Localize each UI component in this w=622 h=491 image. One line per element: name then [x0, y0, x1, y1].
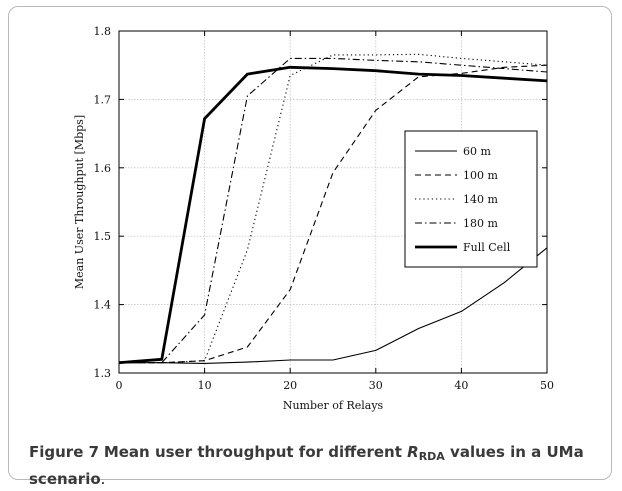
y-tick-label: 1.6 — [94, 162, 112, 175]
y-tick-label: 1.7 — [94, 93, 112, 106]
series-line-4 — [118, 65, 548, 365]
y-tick-label: 1.3 — [94, 367, 112, 380]
caption-symbol: R — [407, 443, 419, 461]
y-tick-label: 1.4 — [94, 299, 112, 312]
legend-label-3: 180 m — [463, 217, 498, 230]
x-tick-label: 10 — [198, 379, 212, 392]
y-tick-label: 1.5 — [94, 230, 112, 243]
legend: 60 m 100 m 140 m 180 m Full Cell — [404, 130, 538, 268]
series-line-1 — [119, 64, 548, 364]
figure-caption: Figure 7 Mean user throughput for differ… — [29, 441, 609, 491]
x-tick-label: 40 — [454, 379, 468, 392]
line-chart: 0 10 20 30 40 50 1.3 1.4 1.5 1.6 1.7 1.8 60 m 100 m 1… — [73, 25, 555, 412]
series-lines — [118, 53, 548, 365]
legend-box — [404, 130, 538, 268]
legend-label-4: Full Cell — [463, 241, 511, 254]
x-axis-label: Number of Relays — [283, 399, 384, 412]
x-tick-label: 50 — [540, 379, 554, 392]
x-tick-label: 20 — [283, 379, 297, 392]
caption-end: . — [100, 470, 106, 488]
x-tick-label: 0 — [116, 379, 123, 392]
caption-title-after: values in a UMa scenario — [29, 443, 584, 488]
legend-label-0: 60 m — [463, 145, 491, 158]
series-line-0 — [119, 247, 548, 364]
caption-symbol-subscript: RDA — [418, 450, 445, 463]
x-tick-label: 30 — [369, 379, 383, 392]
legend-label-1: 100 m — [463, 169, 498, 182]
legend-label-2: 140 m — [463, 193, 498, 206]
figure-panel: 0 10 20 30 40 50 1.3 1.4 1.5 1.6 1.7 1.8 60 m 100 m 1… — [8, 6, 612, 488]
axis-ticks: 0 10 20 30 40 50 1.3 1.4 1.5 1.6 1.7 1.8 — [94, 25, 555, 392]
y-tick-label: 1.8 — [94, 25, 112, 38]
caption-title: Mean user throughput for different RRDA … — [29, 443, 584, 488]
y-axis-label: Mean User Throughput [Mbps] — [73, 115, 86, 289]
caption-title-before: Mean user throughput for different — [103, 443, 402, 461]
caption-label: Figure 7 — [29, 443, 100, 461]
grid-lines — [119, 31, 547, 373]
